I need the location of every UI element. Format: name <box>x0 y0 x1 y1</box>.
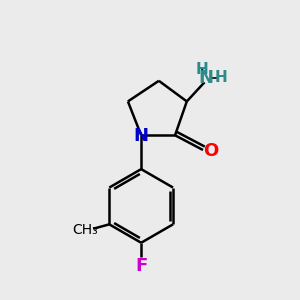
Text: H: H <box>214 70 227 86</box>
Text: O: O <box>204 142 219 160</box>
Text: CH₃: CH₃ <box>72 223 98 237</box>
Text: N: N <box>133 128 148 146</box>
Text: F: F <box>135 257 147 275</box>
Text: N: N <box>198 69 213 87</box>
Text: H: H <box>195 61 208 76</box>
